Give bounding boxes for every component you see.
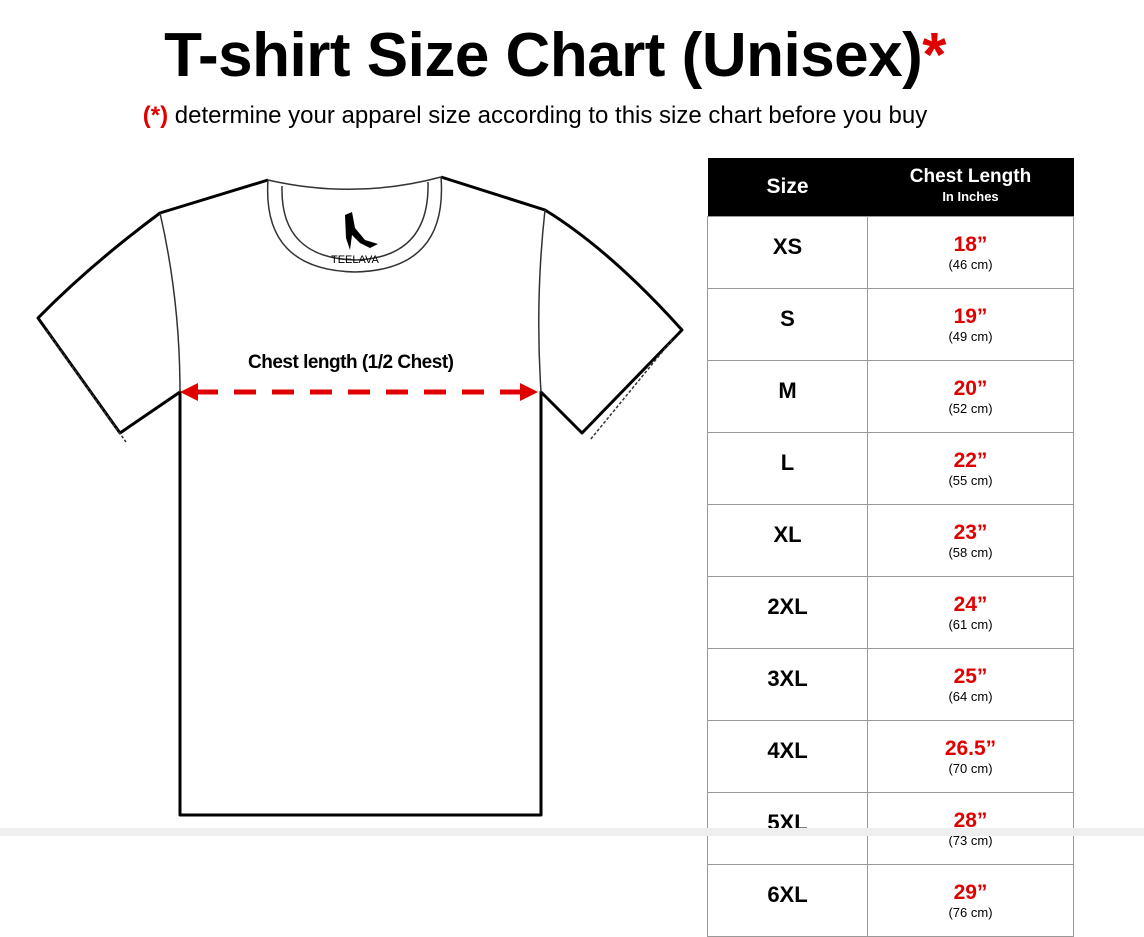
chest-cell: 24” (61 cm) [867, 576, 1074, 649]
chest-inches: 18” [953, 232, 988, 256]
size-cell: 3XL [707, 648, 868, 721]
chest-inches: 19” [953, 304, 988, 328]
chest-cell: 26.5” (70 cm) [867, 720, 1074, 793]
chest-cell: 29” (76 cm) [867, 864, 1074, 937]
bottom-divider [0, 828, 1144, 836]
table-header: Size Chest Length In Inches [707, 158, 1074, 217]
size-cell: M [707, 360, 868, 433]
chest-inches: 25” [953, 664, 988, 688]
chest-cell: 23” (58 cm) [867, 504, 1074, 577]
table-row: S 19” (49 cm) [707, 288, 1074, 361]
chest-inches: 20” [953, 376, 988, 400]
chest-inches: 23” [953, 520, 988, 544]
chest-length-label: Chest length (1/2 Chest) [248, 352, 454, 373]
chest-header: Chest Length In Inches [867, 158, 1074, 217]
table-row: 4XL 26.5” (70 cm) [707, 720, 1074, 793]
chest-cm: (49 cm) [948, 328, 993, 344]
chest-inches: 26.5” [944, 736, 997, 760]
page-title: T-shirt Size Chart (Unisex)* [164, 21, 946, 90]
chest-inches: 28” [953, 808, 988, 832]
chest-cell: 18” (46 cm) [867, 216, 1074, 289]
chest-cell: 22” (55 cm) [867, 432, 1074, 505]
chest-cm: (70 cm) [948, 760, 993, 776]
chest-measure-arrow [180, 383, 538, 401]
size-cell: 6XL [707, 864, 868, 937]
chest-cm: (58 cm) [948, 544, 993, 560]
chest-cm: (76 cm) [948, 904, 993, 920]
size-cell: XL [707, 504, 868, 577]
table-row: L 22” (55 cm) [707, 432, 1074, 505]
tshirt-illustration [36, 175, 684, 817]
chest-inches: 29” [953, 880, 988, 904]
subtitle: (*) determine your apparel size accordin… [142, 102, 928, 129]
size-cell: S [707, 288, 868, 361]
table-row: XS 18” (46 cm) [707, 216, 1074, 289]
size-header: Size [707, 158, 868, 217]
chest-cm: (52 cm) [948, 400, 993, 416]
chest-cell: 25” (64 cm) [867, 648, 1074, 721]
subtitle-asterisk: (*) [142, 102, 169, 129]
title-asterisk: * [922, 21, 946, 90]
chest-cm: (64 cm) [948, 688, 993, 704]
chest-cell: 19” (49 cm) [867, 288, 1074, 361]
chest-cm: (46 cm) [948, 256, 993, 272]
size-cell: XS [707, 216, 868, 289]
chest-inches: 22” [953, 448, 988, 472]
logo-horse-icon [345, 212, 378, 250]
size-cell: 2XL [707, 576, 868, 649]
table-row: XL 23” (58 cm) [707, 504, 1074, 577]
table-row: M 20” (52 cm) [707, 360, 1074, 433]
brand-logo: TEELAVA [331, 254, 379, 266]
chest-cm: (55 cm) [948, 472, 993, 488]
table-row: 2XL 24” (61 cm) [707, 576, 1074, 649]
size-cell: 4XL [707, 720, 868, 793]
size-table: Size Chest Length In Inches XS 18” (46 cm)… [707, 158, 1074, 937]
chest-inches: 24” [953, 592, 988, 616]
table-row: 3XL 25” (64 cm) [707, 648, 1074, 721]
size-cell: L [707, 432, 868, 505]
chest-cell: 20” (52 cm) [867, 360, 1074, 433]
chest-cm: (61 cm) [948, 616, 993, 632]
table-row: 6XL 29” (76 cm) [707, 864, 1074, 937]
